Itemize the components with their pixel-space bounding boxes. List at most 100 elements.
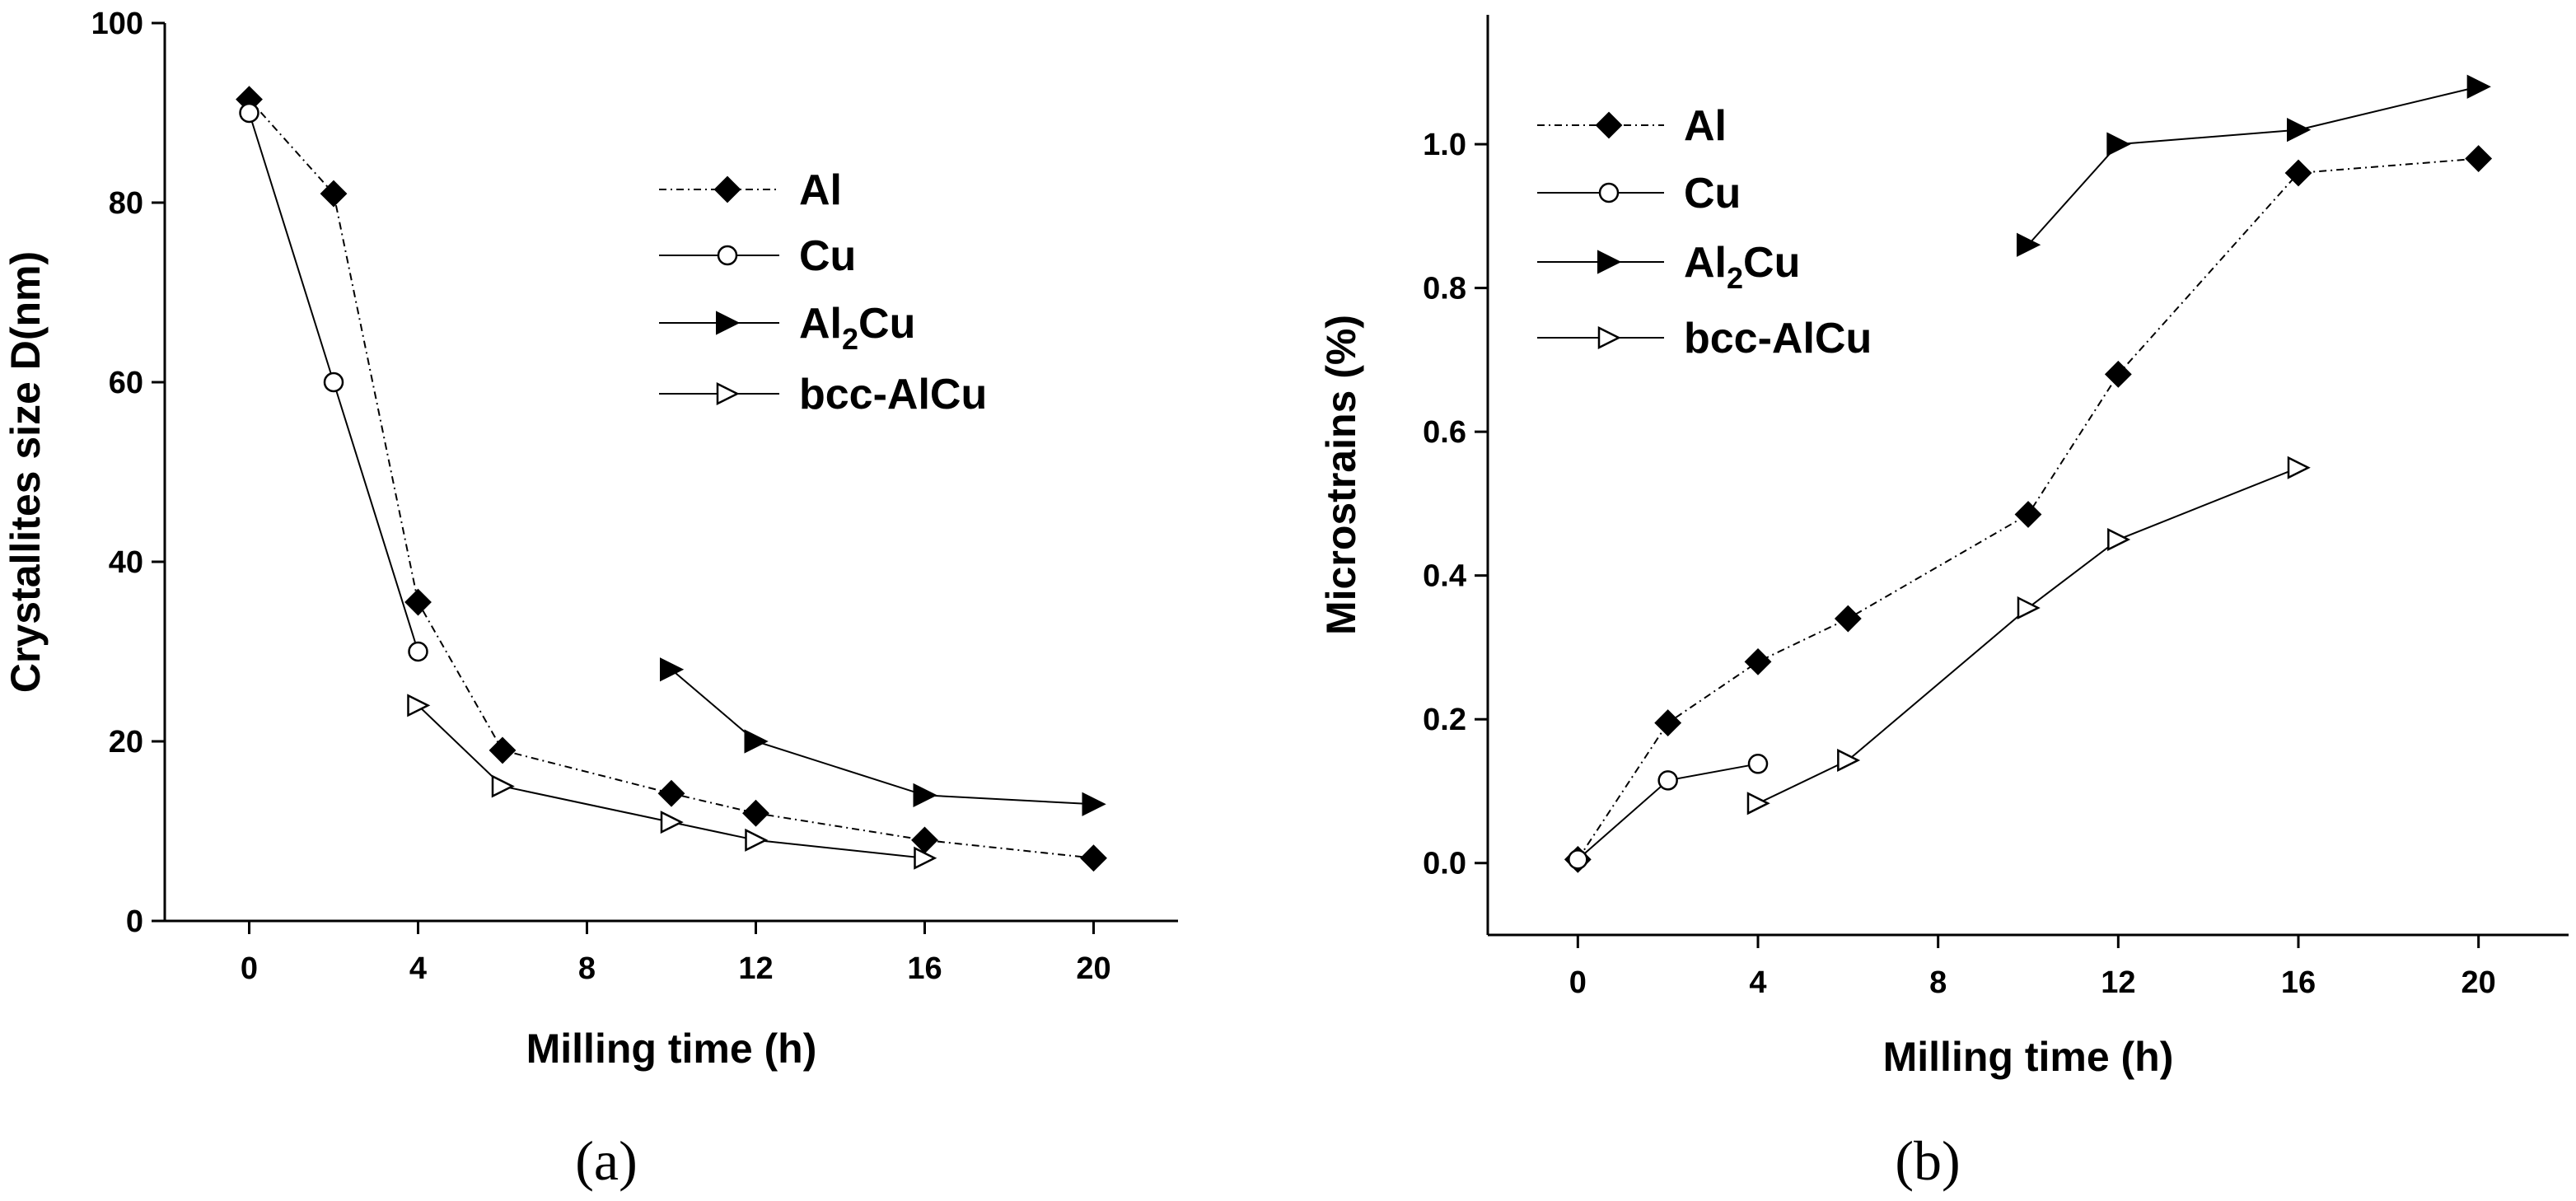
series-cu-point: [1657, 770, 1678, 791]
legend-marker: [1595, 111, 1623, 139]
x-axis-title: Milling time (h): [1883, 1034, 2174, 1080]
x-tick-label: 12: [738, 951, 773, 986]
series-bcc-alcu-point: [660, 811, 684, 834]
legend-marker: [1597, 325, 1621, 350]
legend-label: bcc-AlCu: [1684, 315, 1872, 362]
series-al2cu-point: [1082, 792, 1106, 816]
series-bcc-alcu: [407, 694, 937, 870]
series-al-point: [742, 799, 769, 827]
series-al-point: [2014, 501, 2042, 528]
x-axis-title: Milling time (h): [526, 1026, 817, 1072]
series-al-point: [1744, 647, 1772, 675]
series-al2cu-line: [2027, 86, 2479, 245]
legend-label: bcc-AlCu: [799, 371, 987, 418]
y-axis-title: Crystallites size D(nm): [2, 251, 49, 693]
legend-marker: [717, 245, 738, 266]
x-tick-label: 20: [2461, 965, 2496, 1000]
series-al-point: [2465, 145, 2493, 172]
series-al2cu: [2017, 74, 2491, 257]
x-tick-label: 8: [578, 951, 596, 986]
x-tick-label: 0: [241, 951, 258, 986]
series-al2cu-point: [2106, 132, 2131, 157]
x-tick-label: 20: [1076, 951, 1110, 986]
y-tick-label: 0.6: [1423, 415, 1466, 450]
series-al-point: [2284, 159, 2312, 187]
series-cu: [239, 102, 428, 662]
series-bcc-alcu-point: [745, 828, 769, 852]
legend-label: Al: [799, 166, 842, 214]
series-bcc-alcu-point: [2017, 596, 2041, 619]
legend-label: Al2Cu: [1684, 239, 1800, 295]
series-al2cu-point: [913, 783, 937, 808]
legend-marker: [716, 311, 741, 335]
series-cu: [1568, 754, 1769, 870]
series-al-line: [1577, 157, 2479, 860]
y-tick-label: 100: [91, 7, 143, 41]
series-bcc-alcu-point: [1746, 792, 1770, 815]
x-tick-label: 12: [2101, 965, 2135, 1000]
series-al-point: [2104, 360, 2132, 388]
y-tick-label: 60: [109, 366, 143, 400]
legend-item-al: Al: [659, 166, 842, 214]
series-bcc-alcu-point: [491, 774, 515, 798]
series-cu-point: [408, 641, 428, 662]
series-al-line: [248, 98, 1094, 859]
legend-item-al: Al: [1537, 102, 1727, 150]
series-al2cu-line: [671, 669, 1094, 806]
y-tick-label: 80: [109, 186, 143, 221]
series-al-point: [320, 180, 348, 208]
series-al: [1564, 145, 2493, 873]
panel-caption: (b): [1895, 1129, 1960, 1192]
y-tick-label: 0.0: [1423, 847, 1466, 881]
y-tick-label: 0.8: [1423, 272, 1466, 306]
series-al-point: [657, 779, 685, 807]
legend-item-bcc-alcu: bcc-AlCu: [1537, 315, 1872, 362]
series-al: [236, 86, 1107, 872]
x-tick-label: 8: [1929, 965, 1947, 1000]
x-tick-label: 4: [409, 951, 427, 986]
x-tick-label: 16: [907, 951, 942, 986]
series-al2cu-point: [660, 657, 685, 682]
legend-item-cu: Cu: [659, 232, 856, 280]
series-al2cu-point: [2466, 74, 2491, 99]
series-bcc-alcu: [1746, 456, 2311, 815]
y-tick-label: 40: [109, 545, 143, 580]
series-al2cu: [660, 657, 1106, 816]
series-al-point: [1654, 709, 1682, 736]
legend-label: Cu: [799, 232, 856, 280]
series-cu-point: [323, 372, 344, 393]
panel-caption: (a): [575, 1129, 637, 1192]
series-cu-point: [1747, 754, 1769, 774]
x-tick-label: 16: [2281, 965, 2316, 1000]
series-bcc-alcu-point: [2287, 456, 2311, 479]
series-bcc-alcu-point: [914, 846, 937, 870]
series-cu-point: [1568, 849, 1588, 870]
y-tick-label: 0: [126, 904, 143, 939]
series-al2cu-point: [744, 729, 769, 754]
y-axis-title: Microstrains (%): [1318, 315, 1364, 635]
y-tick-label: 20: [109, 725, 143, 759]
series-bcc-alcu-point: [407, 694, 431, 717]
x-tick-label: 0: [1569, 965, 1587, 1000]
series-al2cu-point: [2287, 118, 2312, 143]
y-tick-label: 1.0: [1423, 128, 1466, 162]
legend-marker: [1598, 182, 1620, 203]
legend-label: Al: [1684, 102, 1727, 150]
legend-marker: [716, 381, 740, 406]
legend-label: Al2Cu: [799, 300, 915, 356]
legend-item-bcc-alcu: bcc-AlCu: [659, 371, 987, 418]
legend-marker: [713, 175, 741, 203]
y-tick-label: 0.2: [1423, 703, 1466, 737]
series-al-point: [1080, 844, 1107, 872]
series-cu-point: [239, 102, 259, 124]
series-al-point: [1834, 605, 1862, 633]
legend-item-cu: Cu: [1537, 170, 1741, 217]
legend-item-al2cu: Al2Cu: [1537, 239, 1800, 295]
x-tick-label: 4: [1749, 965, 1766, 1000]
series-al2cu-point: [2017, 232, 2041, 257]
series-al-point: [489, 736, 517, 764]
chart-panel-a: 0 4 8 12 16 20 0 20 40 60 80 100 Milling time (h) Cry…: [2, 7, 1178, 1192]
legend-label: Cu: [1684, 170, 1741, 217]
chart-panel-b: 0 4 8 12 16 20 0.0 0.2 0.4 0.6 0.8 1.0 Milling time …: [1318, 15, 2569, 1192]
